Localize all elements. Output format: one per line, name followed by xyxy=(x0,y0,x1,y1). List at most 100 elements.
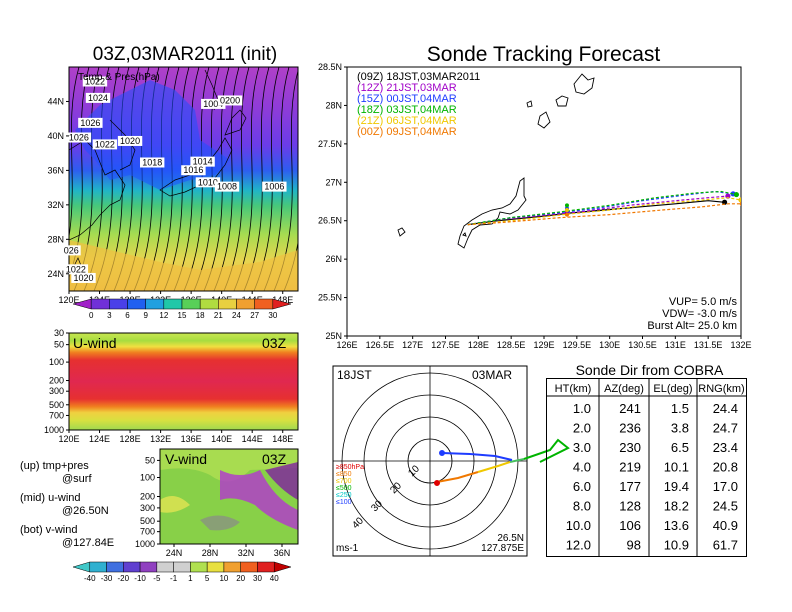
table-cell: 1.0 xyxy=(573,401,591,416)
track-x-tick: 127E xyxy=(402,340,423,350)
table-header: AZ(deg) xyxy=(604,383,644,395)
u-x-tick: 140E xyxy=(211,434,232,444)
polar-time: 18JST xyxy=(337,368,372,382)
table-cell: 24.7 xyxy=(713,421,738,436)
track-x-tick: 127.5E xyxy=(431,340,460,350)
track-line xyxy=(467,190,737,226)
track-line xyxy=(467,195,728,226)
v-y-tick: 50 xyxy=(145,455,155,465)
v-y-tick: 700 xyxy=(140,527,155,537)
track-line xyxy=(467,190,734,226)
colorbar-label: 6 xyxy=(125,311,130,320)
table-title: Sonde Dir from COBRA xyxy=(575,362,724,378)
note-mid: (mid) u-wind @26.50N xyxy=(20,492,109,517)
legend-entry: (00Z) 09JST,04MAR xyxy=(357,126,457,138)
v-y-tick: 1000 xyxy=(135,539,155,549)
level-label: ≤700 xyxy=(336,478,352,485)
colorbar-label: 27 xyxy=(250,311,259,320)
table-cell: 20.8 xyxy=(713,460,738,475)
u-y-tick: 300 xyxy=(49,386,64,396)
pressure-label: 1026 xyxy=(80,118,100,128)
map-x-tick: 132E xyxy=(150,295,171,305)
islands xyxy=(397,73,595,249)
table-cell: 18.2 xyxy=(664,499,689,514)
map-x-tick: 148E xyxy=(272,295,293,305)
v-x-tick: 36N xyxy=(274,548,291,558)
map-y-tick: 24N xyxy=(47,269,64,279)
track-x-tick: 130E xyxy=(599,340,620,350)
level-label: ≥850hPa xyxy=(336,464,364,471)
note-up: (up) tmp+pres @surf xyxy=(20,460,92,485)
burst-point xyxy=(725,193,731,199)
track-x-tick: 131.5E xyxy=(694,340,723,350)
ring-label: 40 xyxy=(350,515,366,531)
pressure-label: 1020 xyxy=(73,273,93,283)
u-y-tick: 30 xyxy=(54,328,64,338)
v-y-tick: 200 xyxy=(140,492,155,502)
colorbar-label: 0 xyxy=(89,311,94,320)
burst-point xyxy=(738,197,741,203)
table-cell: 19.4 xyxy=(664,479,689,494)
legend-entry: (21Z) 06JST,04MAR xyxy=(357,115,457,127)
table-cell: 1.5 xyxy=(671,401,689,416)
map-y-tick: 32N xyxy=(47,200,64,210)
map-small-title: 03Z,03MAR2011 (init) xyxy=(92,44,278,65)
burst-point xyxy=(733,191,740,198)
v-y-tick: 300 xyxy=(140,503,155,513)
pressure-label: 1024 xyxy=(88,93,108,103)
u-y-tick: 1000 xyxy=(44,425,64,435)
v-wind-label: V-wind xyxy=(165,451,208,467)
map-x-tick: 136E xyxy=(181,295,202,305)
u-y-tick: 700 xyxy=(49,410,64,420)
table-header: EL(deg) xyxy=(653,383,692,395)
table-cell: 106 xyxy=(619,518,641,533)
param-vup: VUP= 5.0 m/s xyxy=(668,296,737,308)
table-cell: 236 xyxy=(619,421,641,436)
v-x-tick: 28N xyxy=(202,548,219,558)
burst-point xyxy=(730,191,736,197)
table-cell: 98 xyxy=(627,538,641,553)
v-x-tick: 32N xyxy=(238,548,255,558)
table-cell: 4.0 xyxy=(573,460,591,475)
table-cell: 13.6 xyxy=(664,518,689,533)
wind-colorbar-label: 5 xyxy=(205,574,210,583)
track-x-tick: 130.5E xyxy=(628,340,657,350)
table-cell: 24.5 xyxy=(713,499,738,514)
wind-colorbar-label: 30 xyxy=(253,574,262,583)
table-cell: 6.5 xyxy=(671,440,689,455)
legend-entry: (18Z) 03JST,04MAR xyxy=(357,104,457,116)
v-wind-time: 03Z xyxy=(262,451,287,467)
u-y-tick: 100 xyxy=(49,357,64,367)
note-bot: (bot) v-wind @127.84E xyxy=(20,524,115,549)
isobars xyxy=(69,67,298,291)
pressure-label: 1026 xyxy=(69,133,89,143)
coastline xyxy=(69,69,247,283)
burst-point xyxy=(721,199,728,205)
level-label: ≤850 xyxy=(336,471,352,478)
track-y-tick: 25N xyxy=(325,331,342,341)
colorbar-label: 9 xyxy=(143,311,148,320)
polar-unit: ms-1 xyxy=(336,543,359,554)
wind-colorbar-label: -10 xyxy=(134,574,146,583)
colorbar-label: 3 xyxy=(107,311,112,320)
map-x-tick: 144E xyxy=(242,295,263,305)
pressure-label: 1022 xyxy=(66,264,86,274)
wind-colorbar-label: 40 xyxy=(270,574,279,583)
u-wind-label: U-wind xyxy=(73,335,117,351)
map-y-tick: 36N xyxy=(47,165,64,175)
map-y-tick: 40N xyxy=(47,131,64,141)
map-y-tick: 44N xyxy=(47,96,64,106)
table-cell: 17.0 xyxy=(713,479,738,494)
v-x-tick: 24N xyxy=(166,548,183,558)
track-line xyxy=(467,200,725,226)
pressure-label: 1016 xyxy=(183,165,203,175)
track-y-tick: 28.5N xyxy=(318,62,342,72)
table-cell: 8.0 xyxy=(573,499,591,514)
pressure-label: 026 xyxy=(64,245,79,255)
table-cell: 24.4 xyxy=(713,401,738,416)
track-lines xyxy=(467,190,741,226)
wind-colorbar-label: -5 xyxy=(153,574,161,583)
temp-colorbar: 0 3 6 9 12 15 18 21 24 27 30 xyxy=(72,298,292,320)
table-header: HT(km) xyxy=(555,383,592,395)
